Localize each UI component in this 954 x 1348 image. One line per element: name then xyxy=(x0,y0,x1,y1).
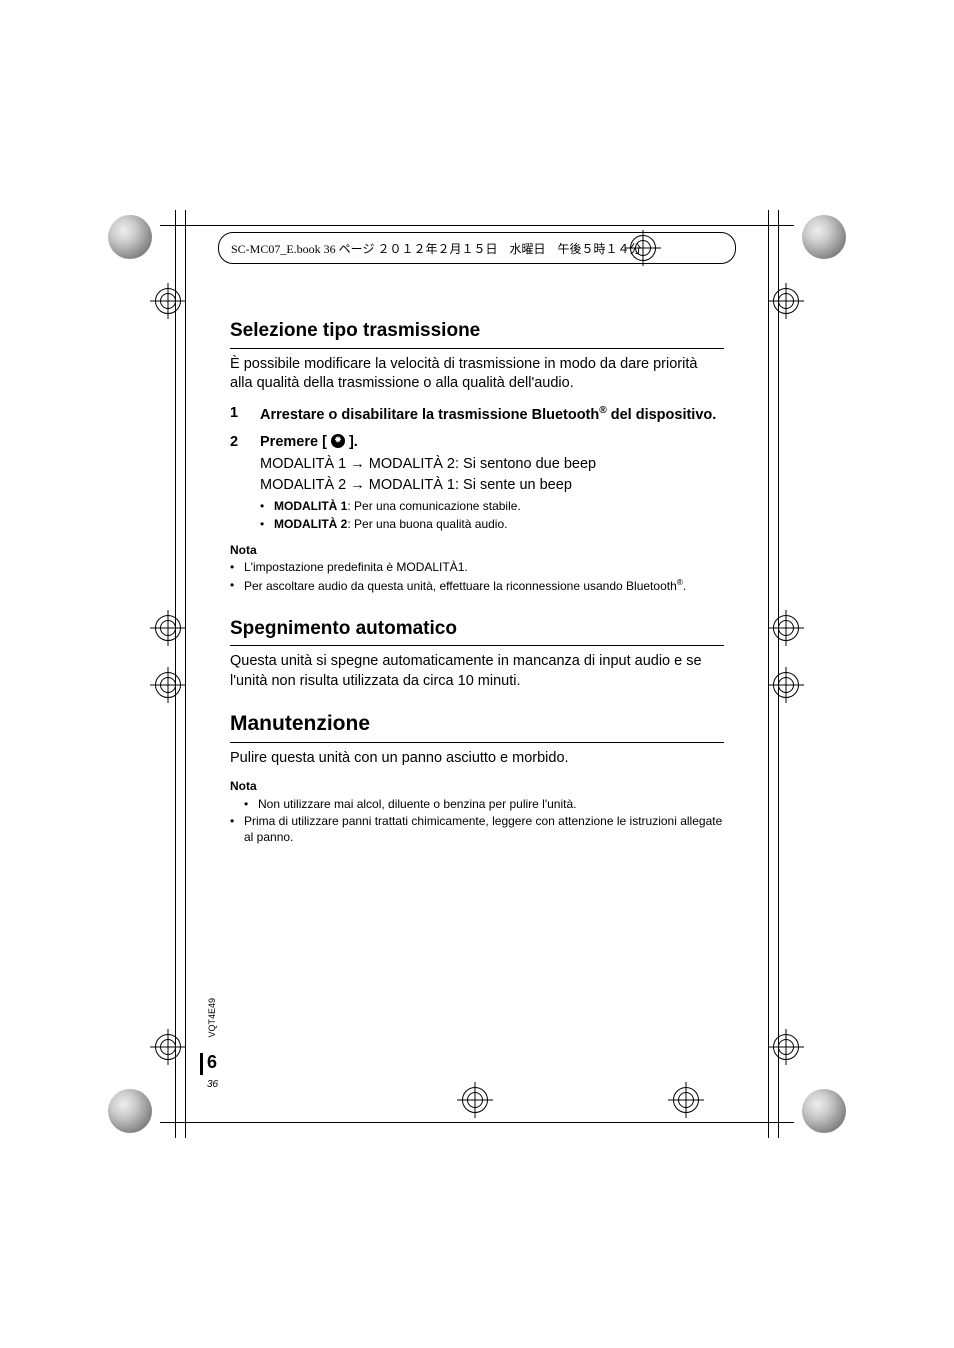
registration-mark-icon xyxy=(155,288,181,314)
mode-desc: • MODALITÀ 1: Per una comunicazione stab… xyxy=(260,498,724,514)
section-heading-auto-off: Spegnimento automatico xyxy=(230,616,724,647)
bluetooth-icon: ⁕ xyxy=(331,434,345,448)
registration-mark-icon xyxy=(462,1087,488,1113)
step-number: 2 xyxy=(230,433,260,453)
header-text: SC-MC07_E.book 36 ページ ２０１２年２月１５日 水曜日 午後５… xyxy=(231,240,641,257)
registration-mark-icon xyxy=(155,615,181,641)
model-code: VQT4E49 xyxy=(207,998,217,1038)
crop-line xyxy=(160,225,794,226)
registration-mark-icon xyxy=(773,288,799,314)
nota-item: • Non utilizzare mai alcol, diluente o b… xyxy=(244,796,724,812)
mode-line: MODALITÀ 1 → MODALITÀ 2: Si sentono due … xyxy=(260,455,724,475)
crop-line xyxy=(160,1122,794,1123)
registration-ball-tr xyxy=(802,215,846,259)
registered-icon: ® xyxy=(599,405,606,416)
registration-mark-icon xyxy=(773,1034,799,1060)
page-bar xyxy=(200,1053,203,1075)
crop-line xyxy=(185,210,186,1138)
registration-mark-icon xyxy=(773,615,799,641)
registration-ball-br xyxy=(802,1089,846,1133)
nota-label: Nota xyxy=(230,778,724,794)
section-text: Questa unità si spegne automaticamente i… xyxy=(230,652,724,691)
bullet-icon: • xyxy=(260,498,274,514)
registration-mark-icon xyxy=(673,1087,699,1113)
bullet-icon: • xyxy=(244,796,258,812)
mode-line: MODALITÀ 2 → MODALITÀ 1: Si sente un bee… xyxy=(260,476,724,496)
bullet-icon: • xyxy=(230,813,244,845)
page-number-small: 36 xyxy=(207,1079,218,1090)
bullet-icon: • xyxy=(260,516,274,532)
page-content: Selezione tipo trasmissione È possibile … xyxy=(230,300,724,845)
bullet-icon: • xyxy=(230,577,244,594)
section-text: Pulire questa unità con un panno asciutt… xyxy=(230,749,724,769)
registration-mark-icon xyxy=(773,672,799,698)
nota-item: • L'impostazione predefinita è MODALITÀ1… xyxy=(230,559,724,575)
step-text: Premere [ ⁕ ]. xyxy=(260,433,724,453)
nota-item: • Prima di utilizzare panni trattati chi… xyxy=(230,813,724,845)
step-number: 1 xyxy=(230,404,260,425)
registration-mark-icon xyxy=(155,1034,181,1060)
page-header-bubble: SC-MC07_E.book 36 ページ ２０１２年２月１５日 水曜日 午後５… xyxy=(218,232,736,264)
registration-ball-bl xyxy=(108,1089,152,1133)
step-2: 2 Premere [ ⁕ ]. xyxy=(230,433,724,453)
section-intro: È possibile modificare la velocità di tr… xyxy=(230,355,724,394)
step-text: Arrestare o disabilitare la trasmissione… xyxy=(260,404,724,425)
section-heading-maintenance: Manutenzione xyxy=(230,710,724,743)
nota-label: Nota xyxy=(230,542,724,558)
section-heading-transmission: Selezione tipo trasmissione xyxy=(230,318,724,349)
nota-item: • Per ascoltare audio da questa unità, e… xyxy=(230,577,724,594)
step-1: 1 Arrestare o disabilitare la trasmissio… xyxy=(230,404,724,425)
bullet-icon: • xyxy=(230,559,244,575)
mode-desc: • MODALITÀ 2: Per una buona qualità audi… xyxy=(260,516,724,532)
crop-line xyxy=(768,210,769,1138)
registration-mark-icon xyxy=(155,672,181,698)
page-number-large: 6 xyxy=(207,1052,217,1073)
registration-ball-tl xyxy=(108,215,152,259)
